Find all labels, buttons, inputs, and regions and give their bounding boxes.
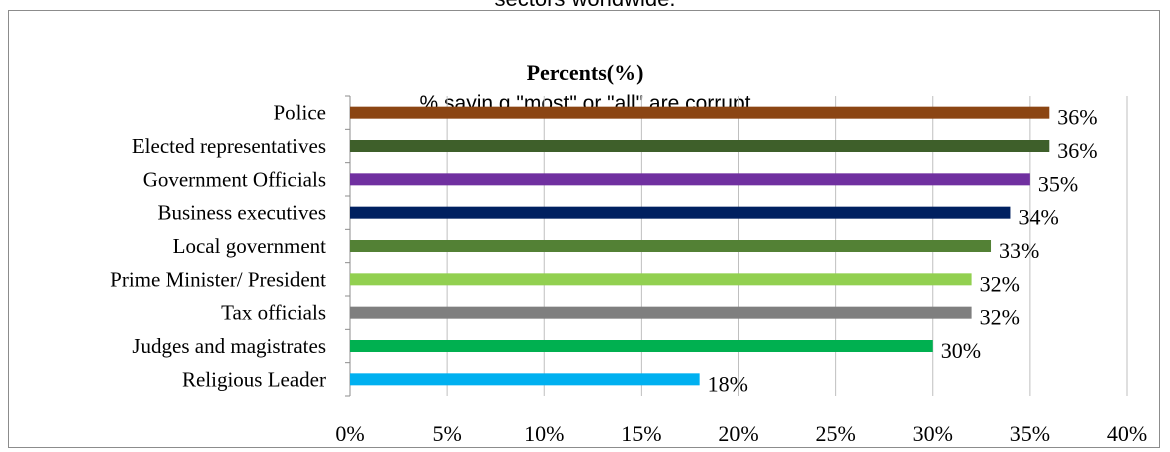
category-label: Tax officials bbox=[221, 301, 326, 325]
data-label: 35% bbox=[1038, 171, 1078, 196]
x-tick-label: 35% bbox=[1010, 421, 1050, 446]
x-tick-label: 10% bbox=[524, 421, 564, 446]
bar bbox=[350, 206, 1011, 219]
x-tick-label: 40% bbox=[1107, 421, 1147, 446]
data-label: 30% bbox=[941, 338, 981, 363]
data-label: 32% bbox=[980, 271, 1020, 296]
category-label: Prime Minister/ President bbox=[110, 267, 326, 291]
cut-off-caption: sectors worldwide. bbox=[0, 0, 1170, 12]
data-label: 36% bbox=[1057, 105, 1097, 130]
x-tick-label: 0% bbox=[335, 421, 364, 446]
bar bbox=[350, 240, 992, 252]
data-label: 36% bbox=[1057, 138, 1097, 163]
bar bbox=[350, 306, 972, 319]
category-label: Business executives bbox=[157, 201, 326, 225]
chart-title: Percents(%) bbox=[526, 60, 644, 85]
data-label: 34% bbox=[1018, 205, 1058, 230]
data-label: 18% bbox=[708, 371, 748, 396]
x-tick-label: 20% bbox=[718, 421, 758, 446]
bar bbox=[350, 340, 933, 352]
category-label: Judges and magistrates bbox=[132, 334, 326, 358]
bar bbox=[350, 106, 1050, 119]
bar bbox=[350, 373, 700, 386]
x-tick-label: 25% bbox=[815, 421, 855, 446]
x-tick-label: 5% bbox=[432, 421, 461, 446]
x-tick-label: 15% bbox=[621, 421, 661, 446]
x-tick-label: 30% bbox=[913, 421, 953, 446]
data-label: 32% bbox=[980, 305, 1020, 330]
category-label: Government Officials bbox=[143, 167, 326, 191]
category-label: Elected representatives bbox=[132, 134, 326, 158]
bar bbox=[350, 273, 972, 286]
category-label: Police bbox=[274, 101, 327, 125]
category-label: Religious Leader bbox=[182, 367, 326, 391]
bar bbox=[350, 140, 1050, 152]
category-label: Local government bbox=[173, 234, 327, 258]
data-label: 33% bbox=[999, 238, 1039, 263]
bar bbox=[350, 173, 1030, 186]
